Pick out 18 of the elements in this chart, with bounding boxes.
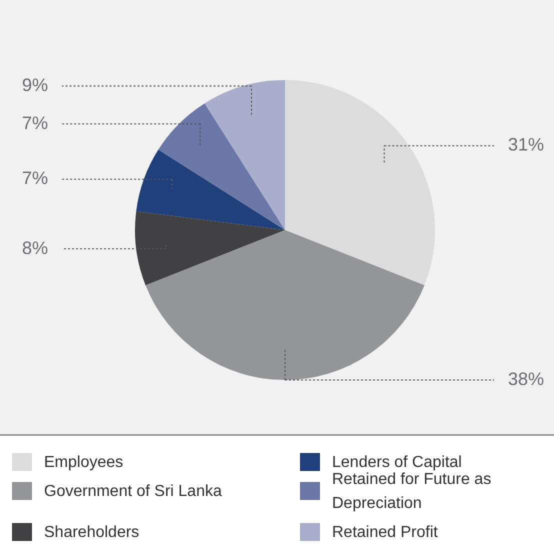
pie-slice [146, 230, 424, 380]
data-label: 31% [508, 134, 544, 155]
pie-slice [204, 80, 285, 230]
legend-label: Government of Sri Lanka [44, 483, 222, 500]
pie-slice [285, 80, 435, 286]
data-label: 8% [22, 238, 48, 258]
legend-label: Retained for Future as Depreciation [332, 471, 492, 512]
data-label: 38% [508, 369, 544, 389]
legend-label: Shareholders [44, 524, 140, 541]
legend-label: Lenders of Capital [332, 454, 462, 471]
pie-slice [135, 211, 285, 286]
data-label: 7% [22, 112, 48, 133]
pie-slice [158, 103, 285, 230]
pie-slice [136, 150, 285, 230]
legend-label: Retained Profit [332, 524, 438, 541]
legend-label: Employees [44, 454, 124, 471]
data-label: 7% [22, 168, 48, 188]
data-label: 9% [22, 74, 48, 95]
